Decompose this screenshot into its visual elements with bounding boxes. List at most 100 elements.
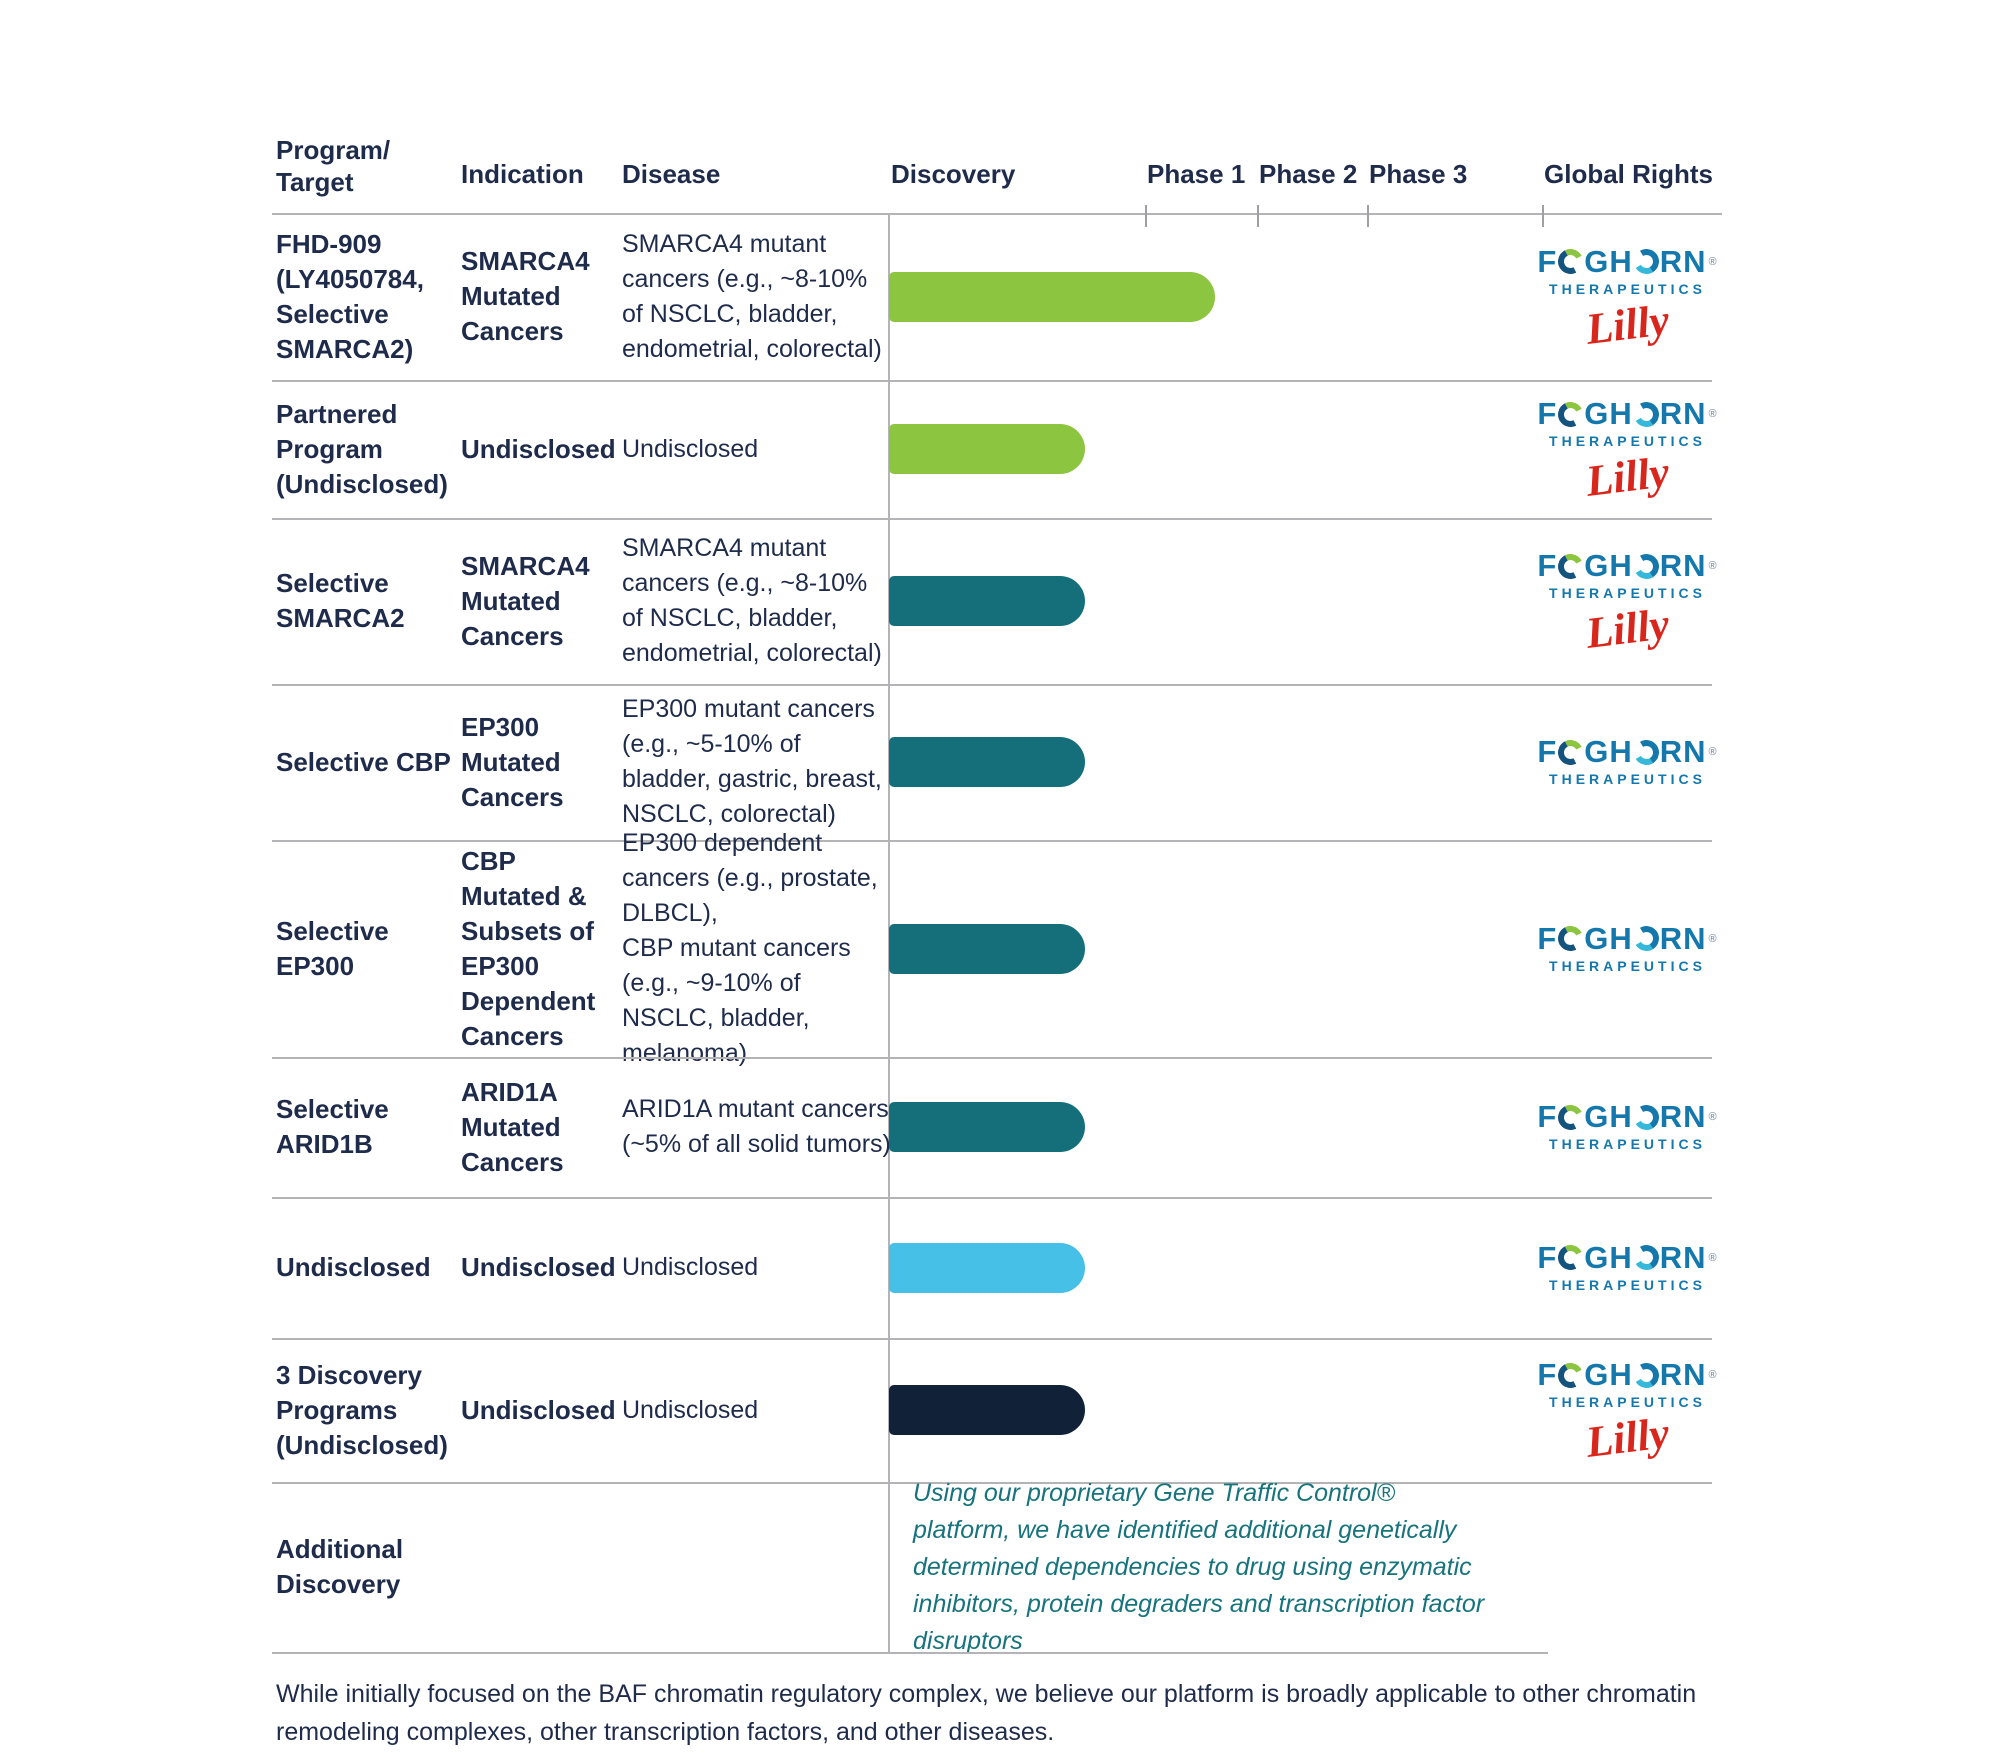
foghorn-o2-swirl-icon (1631, 736, 1662, 768)
foghorn-letters: F (1537, 396, 1558, 431)
lilly-logo: Lilly (1583, 447, 1672, 506)
program-target-text: Undisclosed (276, 1252, 431, 1282)
global-rights-cell: F GH RN ® THERAPEUTICS (1500, 1197, 1755, 1338)
foghorn-o-swirl-icon (1555, 1241, 1587, 1274)
row-separator-line (272, 1482, 1712, 1484)
global-rights-cell: F GH RN ® THERAPEUTICS (1500, 840, 1755, 1057)
disease-cell (622, 1482, 892, 1652)
program-target-text: 3 Discovery Programs (Undisclosed) (276, 1359, 448, 1460)
foghorn-logo: F GH RN ® THERAPEUTICS (1537, 548, 1717, 601)
pipeline-row: Selective EP300 CBP Mutated & Subsets of… (0, 829, 2000, 1067)
indication-text: CBP Mutated & Subsets of EP300 Dependent… (461, 845, 596, 1051)
foghorn-letters: RN (1659, 1099, 1707, 1134)
pipeline-row: 3 Discovery Programs (Undisclosed) Undis… (0, 1338, 2000, 1482)
disease-text: Undisclosed (622, 1253, 759, 1281)
foghorn-letters: RN (1659, 396, 1707, 431)
program-target-cell: Partnered Program (Undisclosed) (276, 380, 458, 518)
program-target-text: Selective CBP (276, 746, 451, 777)
foghorn-therapeutics-label: THERAPEUTICS (1549, 1136, 1706, 1152)
program-target-text: Additional Discovery (276, 1534, 404, 1599)
foghorn-letters: F (1537, 734, 1558, 769)
program-target-cell: 3 Discovery Programs (Undisclosed) (276, 1338, 458, 1482)
phase-progress-bar (889, 737, 1085, 787)
indication-text: SMARCA4 Mutated Cancers (461, 246, 590, 346)
indication-cell: Undisclosed (461, 1338, 617, 1482)
pipeline-row: Additional Discovery Using our proprieta… (0, 1479, 2000, 1655)
header-indication: Indication (461, 159, 584, 189)
foghorn-wordmark: F GH RN ® (1537, 734, 1717, 769)
foghorn-logo: F GH RN ® THERAPEUTICS (1537, 243, 1718, 297)
discovery-note-text: Using our proprietary Gene Traffic Contr… (913, 1478, 1485, 1655)
indication-text: Undisclosed (461, 433, 616, 464)
indication-cell: ARID1A Mutated Cancers (461, 1057, 617, 1197)
global-rights-cell: F GH RN ® THERAPEUTICS (1500, 684, 1755, 840)
row-separator-line (272, 1057, 1712, 1059)
foghorn-o2-swirl-icon (1631, 1359, 1662, 1391)
foghorn-logo: F GH RN ® THERAPEUTICS (1537, 920, 1717, 974)
foghorn-letters: GH (1584, 243, 1633, 279)
foghorn-logo: F GH RN ® THERAPEUTICS (1537, 734, 1717, 787)
disease-cell: SMARCA4 mutant cancers (e.g., ~8-10% of … (622, 518, 892, 684)
phase1-tick (1145, 205, 1147, 227)
global-rights-cell: F GH RN ® THERAPEUTICS Lilly (1500, 380, 1755, 518)
foghorn-letters: GH (1584, 1239, 1633, 1275)
foghorn-therapeutics-label: THERAPEUTICS (1549, 280, 1706, 297)
pipeline-row: FHD-909 (LY4050784, Selective SMARCA2) S… (0, 213, 2000, 380)
program-target-cell: Selective CBP (276, 684, 458, 840)
foghorn-o-swirl-icon (1555, 398, 1587, 430)
discovery-note-cell: Using our proprietary Gene Traffic Contr… (913, 1479, 1493, 1655)
registered-mark-icon: ® (1708, 408, 1718, 420)
program-target-text: Partnered Program (Undisclosed) (276, 398, 448, 499)
global-rights-cell: F GH RN ® THERAPEUTICS Lilly (1500, 213, 1755, 380)
foghorn-therapeutics-label: THERAPEUTICS (1549, 433, 1706, 449)
indication-text: SMARCA4 Mutated Cancers (461, 550, 590, 651)
phase2-tick (1257, 205, 1259, 227)
phase-progress-bar (889, 1385, 1085, 1435)
foghorn-wordmark: F GH RN ® (1537, 1099, 1718, 1134)
disease-text: Undisclosed (622, 1395, 759, 1424)
header-phase-2: Phase 2 (1259, 159, 1358, 189)
disease-cell: EP300 dependent cancers (e.g., prostate,… (622, 829, 892, 1067)
foghorn-letters: GH (1584, 548, 1633, 583)
program-target-text: Selective SMARCA2 (276, 568, 405, 633)
foghorn-therapeutics-label: THERAPEUTICS (1549, 771, 1706, 787)
foghorn-o-swirl-icon (1555, 550, 1587, 582)
foghorn-o-swirl-icon (1555, 922, 1587, 955)
foghorn-wordmark: F GH RN ® (1537, 548, 1717, 583)
disease-cell: Undisclosed (622, 1338, 892, 1482)
disease-cell: SMARCA4 mutant cancers (e.g., ~8-10% of … (622, 213, 892, 380)
foghorn-letters: RN (1659, 920, 1707, 956)
foghorn-wordmark: F GH RN ® (1537, 243, 1718, 279)
pipeline-row: Undisclosed Undisclosed Undisclosed F GH R… (0, 1197, 2000, 1338)
foghorn-wordmark: F GH RN ® (1537, 1239, 1718, 1275)
header-phase-3: Phase 3 (1369, 159, 1468, 189)
program-target-cell: Selective EP300 (276, 840, 458, 1057)
header-global-rights: Global Rights (1544, 159, 1713, 189)
registered-mark-icon: ® (1708, 1111, 1718, 1123)
disease-cell: Undisclosed (622, 380, 892, 518)
foghorn-letters: GH (1584, 1099, 1633, 1134)
phase3-tick (1367, 205, 1369, 227)
foghorn-o2-swirl-icon (1631, 1101, 1662, 1133)
foghorn-o-swirl-icon (1555, 1101, 1587, 1133)
header-phase-1: Phase 1 (1147, 159, 1246, 189)
row-separator-line (272, 1338, 1712, 1340)
indication-text: Undisclosed (461, 1394, 616, 1425)
indication-cell: Undisclosed (461, 380, 617, 518)
indication-text: EP300 Mutated Cancers (461, 711, 564, 812)
program-target-text: Selective ARID1B (276, 1094, 389, 1159)
foghorn-therapeutics-label: THERAPEUTICS (1549, 585, 1706, 601)
foghorn-o2-swirl-icon (1631, 398, 1662, 430)
row-separator-line (272, 684, 1712, 686)
foghorn-letters: RN (1659, 243, 1707, 279)
global-rights-tick (1542, 205, 1544, 227)
registered-mark-icon: ® (1708, 255, 1718, 268)
indication-cell: EP300 Mutated Cancers (461, 684, 617, 840)
foghorn-letters: RN (1659, 1239, 1707, 1275)
program-target-cell: FHD-909 (LY4050784, Selective SMARCA2) (276, 213, 458, 380)
foghorn-o-swirl-icon (1555, 1359, 1587, 1391)
foghorn-therapeutics-label: THERAPEUTICS (1549, 957, 1706, 974)
indication-cell: SMARCA4 Mutated Cancers (461, 213, 617, 380)
registered-mark-icon: ® (1708, 1251, 1718, 1264)
